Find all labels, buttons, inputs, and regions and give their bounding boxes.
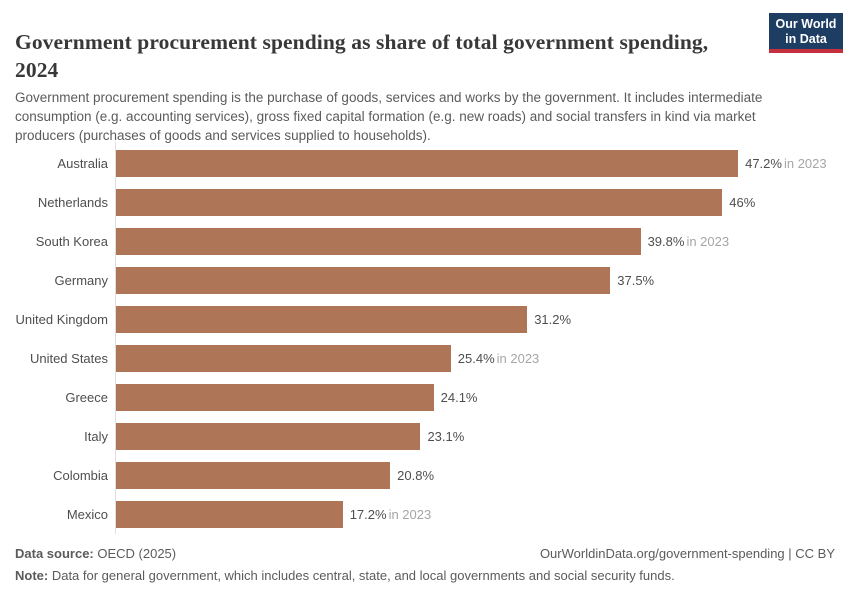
owid-logo[interactable]: Our World in Data <box>769 13 843 53</box>
country-label[interactable]: Greece <box>65 390 108 405</box>
bar[interactable] <box>116 345 451 372</box>
owid-logo-line1: Our World <box>775 17 837 31</box>
bar-row: United Kingdom 31.2% <box>0 300 850 339</box>
country-label[interactable]: Netherlands <box>37 195 108 210</box>
bar[interactable] <box>116 462 391 489</box>
value-label: 46% <box>729 195 756 210</box>
value-label: 24.1% <box>440 390 478 405</box>
bar[interactable] <box>116 423 421 450</box>
value-year-note: in 2023 <box>686 234 730 249</box>
bar-row: Netherlands 46% <box>0 183 850 222</box>
value-label: 25.4% <box>457 351 495 366</box>
value-label-group: 47.2% in 2023 <box>745 156 827 171</box>
bar-zone: 47.2% in 2023 <box>116 150 850 177</box>
value-label-group: 24.1% <box>441 390 478 405</box>
chart-title: Government procurement spending as share… <box>15 30 709 83</box>
bar-row: United States 25.4% in 2023 <box>0 339 850 378</box>
chart-area: Australia 47.2% in 2023 Netherlands 46% South… <box>0 142 850 537</box>
value-label-group: 20.8% <box>397 468 434 483</box>
bar-row: Greece 24.1% <box>0 378 850 417</box>
footnote: Note: Data for general government, which… <box>15 568 835 583</box>
value-year-note: in 2023 <box>783 156 827 171</box>
bar-row: Germany 37.5% <box>0 261 850 300</box>
owid-logo-line2: in Data <box>785 31 827 46</box>
country-label[interactable]: Mexico <box>66 507 108 522</box>
value-label: 23.1% <box>427 429 465 444</box>
footnote-label: Note: <box>15 568 49 583</box>
bar-zone: 24.1% <box>116 384 850 411</box>
bar-row: Italy 23.1% <box>0 417 850 456</box>
data-source-label: Data source: <box>15 546 94 561</box>
bar-zone: 37.5% <box>116 267 850 294</box>
country-label[interactable]: South Korea <box>35 234 108 249</box>
country-label[interactable]: Australia <box>57 156 108 171</box>
value-year-note: in 2023 <box>388 507 432 522</box>
bar-rows: Australia 47.2% in 2023 Netherlands 46% South… <box>0 144 850 534</box>
bar[interactable] <box>116 228 641 255</box>
value-label: 17.2% <box>349 507 387 522</box>
value-label-group: 37.5% <box>617 273 654 288</box>
owid-url-link[interactable]: OurWorldinData.org/government-spending |… <box>539 546 835 561</box>
bar[interactable] <box>116 189 723 216</box>
bar-zone: 25.4% in 2023 <box>116 345 850 372</box>
country-label[interactable]: Germany <box>54 273 108 288</box>
value-label: 47.2% <box>745 156 782 171</box>
bar-zone: 23.1% <box>116 423 850 450</box>
bar[interactable] <box>116 306 528 333</box>
bar[interactable] <box>116 267 611 294</box>
data-source: Data source: OECD (2025) <box>15 546 176 561</box>
value-label-group: 39.8% in 2023 <box>648 234 730 249</box>
chart-subtitle: Government procurement spending is the p… <box>15 89 763 143</box>
bar[interactable] <box>116 501 343 528</box>
bar-row: Mexico 17.2% in 2023 <box>0 495 850 534</box>
bar-zone: 31.2% <box>116 306 850 333</box>
bar-zone: 39.8% in 2023 <box>116 228 850 255</box>
country-label[interactable]: Colombia <box>53 468 108 483</box>
value-label: 37.5% <box>617 273 655 288</box>
chart-footer: Data source: OECD (2025) OurWorldinData.… <box>15 546 835 583</box>
bar-row: South Korea 39.8% in 2023 <box>0 222 850 261</box>
y-axis-line <box>115 142 116 534</box>
value-year-note: in 2023 <box>496 351 540 366</box>
country-label[interactable]: Italy <box>84 429 108 444</box>
value-label-group: 46% <box>729 195 755 210</box>
bar-zone: 17.2% in 2023 <box>116 501 850 528</box>
value-label: 31.2% <box>534 312 572 327</box>
bar-zone: 20.8% <box>116 462 850 489</box>
value-label-group: 31.2% <box>534 312 571 327</box>
data-source-value: OECD (2025) <box>93 546 177 561</box>
bar-zone: 46% <box>116 189 850 216</box>
value-label-group: 25.4% in 2023 <box>458 351 540 366</box>
value-label: 20.8% <box>397 468 435 483</box>
bar[interactable] <box>116 150 739 177</box>
bar-row: Australia 47.2% in 2023 <box>0 144 850 183</box>
bar[interactable] <box>116 384 434 411</box>
country-label[interactable]: United Kingdom <box>15 312 109 327</box>
country-label[interactable]: United States <box>29 351 108 366</box>
value-label-group: 23.1% <box>427 429 464 444</box>
bar-row: Colombia 20.8% <box>0 456 850 495</box>
value-label-group: 17.2% in 2023 <box>350 507 432 522</box>
footnote-value: Data for general government, which inclu… <box>48 568 675 583</box>
value-label: 39.8% <box>647 234 685 249</box>
